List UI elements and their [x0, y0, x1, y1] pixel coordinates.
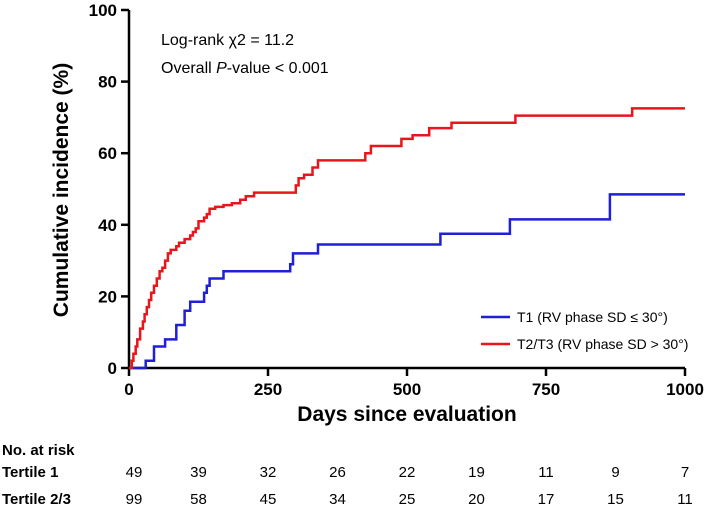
- risk-value-tertile-1-125: 39: [190, 464, 207, 481]
- series-line-t2t3: [129, 107, 685, 370]
- y-tick-label-80: 80: [98, 73, 117, 92]
- risk-table: No. at risk Tertile 1 Tertile 2/3 49 39 32…: [2, 442, 693, 508]
- risk-value-tertile-1-1000: 7: [681, 464, 689, 481]
- series-line-t1: [129, 193, 685, 370]
- y-tick-label-100: 100: [89, 1, 117, 20]
- y-axis-title: Cumulative incidence (%): [50, 63, 73, 317]
- risk-value-tertile-2-3-1000: 11: [677, 491, 693, 508]
- x-axis-title: Days since evaluation: [297, 403, 516, 426]
- y-tick-label-0: 0: [108, 359, 117, 378]
- y-tick-label-60: 60: [98, 144, 117, 163]
- risk-value-tertile-1-750: 11: [538, 464, 554, 481]
- risk-value-tertile-1-0: 49: [126, 464, 143, 481]
- logrank-annotation: Log-rank χ2 = 11.2: [161, 32, 294, 49]
- risk-value-tertile-2-3-625: 20: [468, 491, 485, 508]
- risk-value-tertile-1-875: 9: [611, 464, 619, 481]
- x-tick-label-500: 500: [393, 380, 421, 399]
- risk-value-tertile-1-500: 22: [399, 464, 416, 481]
- legend-label-t1: T1 (RV phase SD ≤ 30°): [517, 309, 668, 325]
- x-tick-label-250: 250: [254, 380, 282, 399]
- legend-label-t2t3: T2/T3 (RV phase SD > 30°): [517, 336, 688, 352]
- legend: T1 (RV phase SD ≤ 30°) T2/T3 (RV phase S…: [481, 309, 688, 352]
- risk-value-tertile-1-250: 32: [260, 464, 277, 481]
- x-tick-label-0: 0: [124, 380, 133, 399]
- risk-value-tertile-2-3-875: 15: [607, 491, 624, 508]
- risk-value-tertile-1-625: 19: [468, 464, 485, 481]
- pvalue-prefix: Overall: [161, 60, 216, 77]
- risk-value-tertile-2-3-125: 58: [190, 491, 207, 508]
- y-tick-label-20: 20: [98, 287, 117, 306]
- risk-value-tertile-2-3-0: 99: [126, 491, 143, 508]
- risk-row-label-tertile-2-3: Tertile 2/3: [2, 491, 71, 508]
- pvalue-italic: P: [216, 60, 227, 77]
- risk-value-tertile-2-3-750: 17: [538, 491, 555, 508]
- risk-value-tertile-2-3-500: 25: [399, 491, 416, 508]
- risk-table-title: No. at risk: [2, 442, 75, 459]
- risk-value-tertile-2-3-375: 34: [329, 491, 346, 508]
- risk-row-label-tertile-1: Tertile 1: [2, 464, 58, 481]
- risk-value-tertile-2-3-250: 45: [260, 491, 277, 508]
- x-tick-label-1000: 1000: [666, 380, 704, 399]
- y-tick-label-40: 40: [98, 216, 117, 235]
- pvalue-annotation: Overall P-value < 0.001: [161, 60, 329, 77]
- risk-value-tertile-1-375: 26: [329, 464, 346, 481]
- series-layer: [129, 107, 685, 370]
- pvalue-suffix: -value < 0.001: [227, 60, 329, 77]
- x-tick-label-750: 750: [532, 380, 560, 399]
